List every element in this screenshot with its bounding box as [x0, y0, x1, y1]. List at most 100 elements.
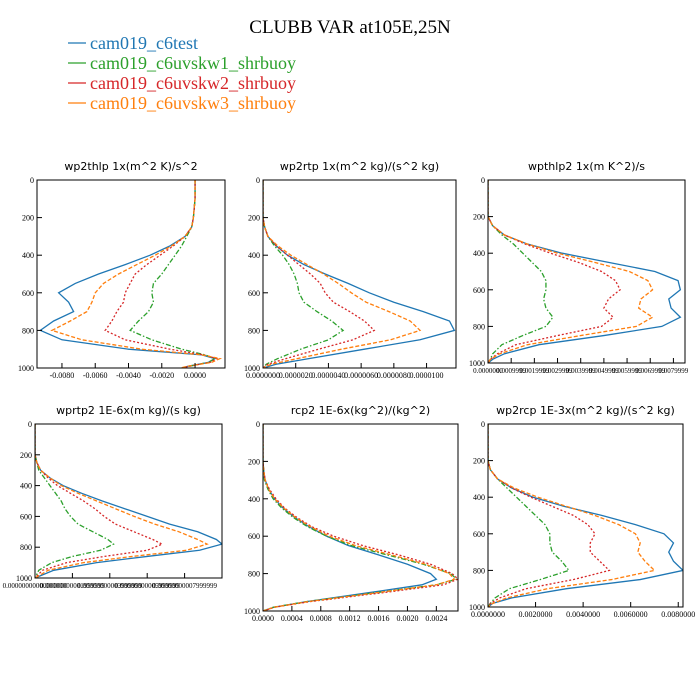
y-tick-label: 1000 — [469, 359, 485, 368]
series-line-4 — [263, 424, 456, 611]
y-tick-label: 400 — [248, 251, 260, 260]
y-tick-label: 0 — [256, 420, 260, 429]
series-line-1 — [263, 424, 438, 611]
series-line-4 — [488, 424, 656, 607]
y-tick-label: 600 — [22, 289, 34, 298]
plot-frame — [36, 179, 226, 369]
panel-title: wp2rtp 1x(m^2 kg)/(s^2 kg) — [280, 160, 439, 173]
panel-title: rcp2 1E-6x(kg^2)/(kg^2) — [291, 404, 430, 417]
panel-5: rcp2 1E-6x(kg^2)/(kg^2) 0 200 400 600 800 1000… — [244, 404, 459, 623]
series-line-3 — [104, 180, 219, 368]
x-tick-label: 0.0080000 — [661, 610, 695, 619]
x-tick-label: -0.0080 — [50, 371, 75, 380]
x-tick-label: 0.0000000 — [473, 367, 503, 375]
y-tick-label: 600 — [473, 530, 485, 539]
panel-title: wprtp2 1E-6x(m kg)/(s kg) — [56, 404, 201, 417]
series-line-4 — [263, 180, 422, 368]
panels: wp2thlp 1x(m^2 K)/s^2 0 200 400 600 800 1000 -0… — [3, 160, 696, 623]
y-tick-label: 1000 — [18, 364, 34, 373]
x-tick-label: 0.0024 — [425, 614, 447, 623]
series-line-4 — [35, 424, 209, 578]
panel-6: wp2rcp 1E-3x(m^2 kg)/(s^2 kg) 0 200 400 600 8… — [469, 404, 695, 619]
y-tick-label: 800 — [20, 543, 32, 552]
panel-title: wp2rcp 1E-3x(m^2 kg)/(s^2 kg) — [496, 404, 675, 417]
x-tick-label: 0.0000000 — [471, 610, 505, 619]
y-tick-label: 400 — [248, 495, 260, 504]
x-tick-label: 0.0000080 — [377, 371, 411, 380]
x-tick-label: 0.00000000003999999 — [77, 582, 142, 590]
y-tick-label: 200 — [473, 213, 485, 222]
plot-frame — [487, 179, 686, 364]
x-tick-label: 0.0004 — [281, 614, 303, 623]
x-tick-label: 0.0000100 — [410, 371, 444, 380]
series-line-1 — [488, 180, 682, 363]
x-tick-label: 0.0059999 — [612, 367, 642, 375]
y-tick-label: 200 — [248, 214, 260, 223]
x-tick-label: 0.0000040 — [311, 371, 345, 380]
y-tick-label: 1000 — [16, 574, 32, 583]
y-tick-label: 200 — [248, 457, 260, 466]
plot-frame — [487, 423, 684, 608]
y-tick-label: 400 — [22, 251, 34, 260]
x-tick-label: 0.00000000005999999 — [115, 582, 180, 590]
y-tick-label: 0 — [28, 420, 32, 429]
x-tick-label: 0.0000 — [252, 614, 274, 623]
series-line-3 — [35, 424, 164, 578]
panel-3: wpthlp2 1x(m K^2)/s020040060080010000.00… — [469, 160, 689, 375]
y-tick-label: 800 — [473, 566, 485, 575]
series-line-3 — [263, 424, 458, 611]
series-line-2 — [35, 424, 115, 578]
panel-title: wpthlp2 1x(m K^2)/s — [528, 160, 645, 173]
legend-label: cam019_c6uvskw2_shrbuoy — [90, 73, 296, 93]
x-tick-label: 0.00000000007999999 — [152, 582, 217, 590]
y-tick-label: 0 — [256, 176, 260, 185]
series-line-1 — [39, 180, 217, 368]
figure-title: CLUBB VAR at105E,25N — [249, 17, 451, 38]
x-tick-label: 0.00000000000000000 — [3, 582, 68, 590]
y-tick-label: 200 — [22, 214, 34, 223]
x-tick-label: 0.0079999 — [659, 367, 689, 375]
x-tick-label: 0.0000000 — [246, 371, 280, 380]
y-tick-label: 600 — [473, 286, 485, 295]
x-tick-label: 0.0069999 — [635, 367, 665, 375]
series-line-4 — [50, 180, 223, 368]
x-tick-label: 0.0049999 — [589, 367, 619, 375]
series-line-2 — [129, 180, 217, 368]
panel-4: wprtp2 1E-6x(m kg)/(s kg) 0 200 400 600 800 10… — [3, 404, 223, 590]
legend-label: cam019_c6uvskw3_shrbuoy — [90, 93, 296, 113]
x-tick-label: 0.0039999 — [566, 367, 596, 375]
y-tick-label: 600 — [20, 512, 32, 521]
x-tick-label: 0.0019999 — [519, 367, 549, 375]
x-tick-label: 0.0060000 — [614, 610, 648, 619]
plot-frame — [262, 179, 457, 369]
plot-frame — [262, 423, 459, 612]
x-tick-label: -0.0060 — [83, 371, 108, 380]
y-tick-label: 400 — [20, 482, 32, 491]
y-tick-label: 800 — [473, 322, 485, 331]
y-tick-label: 1000 — [469, 603, 485, 612]
series-line-2 — [488, 424, 570, 607]
y-tick-label: 800 — [248, 326, 260, 335]
series-line-4 — [488, 180, 654, 363]
y-tick-label: 600 — [248, 289, 260, 298]
y-tick-label: 200 — [20, 451, 32, 460]
series-line-2 — [263, 180, 345, 368]
y-tick-label: 0 — [481, 176, 485, 185]
series-line-3 — [263, 180, 376, 368]
x-tick-label: 0.0008 — [310, 614, 332, 623]
y-tick-label: 800 — [248, 570, 260, 579]
legend: cam019_c6testcam019_c6uvskw1_shrbuoycam0… — [68, 33, 296, 113]
y-tick-label: 0 — [481, 420, 485, 429]
y-tick-label: 600 — [248, 532, 260, 541]
x-tick-label: 0.0000 — [184, 371, 206, 380]
x-tick-label: -0.0020 — [149, 371, 174, 380]
y-tick-label: 400 — [473, 249, 485, 258]
x-tick-label: -0.0040 — [116, 371, 141, 380]
plot-frame — [34, 423, 223, 579]
panel-2: wp2rtp 1x(m^2 kg)/(s^2 kg) 0 200 400 600 800 1… — [244, 160, 457, 380]
x-tick-label: 0.0000020 — [279, 371, 313, 380]
legend-label: cam019_c6uvskw1_shrbuoy — [90, 53, 296, 73]
y-tick-label: 0 — [30, 176, 34, 185]
panel-title: wp2thlp 1x(m^2 K)/s^2 — [64, 160, 197, 173]
